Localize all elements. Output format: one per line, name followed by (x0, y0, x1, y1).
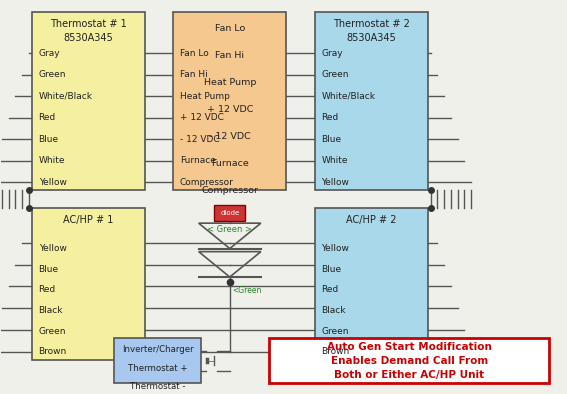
Text: White/Black: White/Black (39, 92, 92, 101)
Text: Furnace: Furnace (211, 159, 249, 168)
Bar (269, 338, 549, 383)
Text: Fan Hi: Fan Hi (215, 51, 244, 60)
Text: Green: Green (321, 327, 349, 336)
Text: Blue: Blue (39, 135, 59, 144)
Text: Green: Green (321, 71, 349, 79)
Text: Fan Lo: Fan Lo (215, 24, 245, 33)
Text: AC/HP # 2: AC/HP # 2 (346, 215, 396, 225)
Text: Inverter/Charger: Inverter/Charger (122, 345, 193, 354)
Bar (173, 12, 286, 190)
Bar (214, 205, 246, 221)
Text: Green: Green (39, 71, 66, 79)
Text: - 12 VDC: - 12 VDC (180, 135, 219, 144)
Text: < Green >: < Green > (208, 225, 252, 234)
Text: White/Black: White/Black (321, 92, 375, 101)
Text: + 12 VDC: + 12 VDC (206, 105, 253, 114)
Text: diode: diode (220, 210, 239, 216)
Text: Compressor: Compressor (180, 178, 234, 187)
Bar (315, 208, 428, 360)
Text: Yellow: Yellow (39, 178, 66, 187)
Text: Blue: Blue (39, 265, 59, 274)
Text: AC/HP # 1: AC/HP # 1 (63, 215, 113, 225)
Text: Yellow: Yellow (39, 244, 66, 253)
Text: Fan Hi: Fan Hi (180, 71, 208, 79)
Text: Furnace: Furnace (180, 156, 216, 165)
Bar (32, 208, 145, 360)
Text: Auto Gen Start Modification
Enables Demand Call From
Both or Either AC/HP Unit: Auto Gen Start Modification Enables Dema… (327, 342, 492, 380)
Text: Gray: Gray (321, 49, 343, 58)
Text: Green: Green (39, 327, 66, 336)
Text: White: White (321, 156, 348, 165)
Text: + 12 VDC: + 12 VDC (180, 113, 224, 122)
Bar (114, 338, 201, 383)
Text: Black: Black (321, 306, 346, 315)
Text: Red: Red (321, 113, 338, 122)
Text: Red: Red (39, 113, 56, 122)
Text: Thermostat -: Thermostat - (130, 383, 185, 391)
Bar (32, 12, 145, 190)
Text: Black: Black (39, 306, 63, 315)
Text: Blue: Blue (321, 135, 341, 144)
Text: White: White (39, 156, 65, 165)
Text: Yellow: Yellow (321, 244, 349, 253)
Text: <Green: <Green (232, 286, 262, 295)
Text: Red: Red (39, 285, 56, 294)
Text: Blue: Blue (321, 265, 341, 274)
Text: Thermostat # 1
8530A345: Thermostat # 1 8530A345 (50, 19, 127, 43)
Text: Thermostat # 2
8530A345: Thermostat # 2 8530A345 (333, 19, 409, 43)
Text: - 12 VDC: - 12 VDC (209, 132, 251, 141)
Text: Heat Pump: Heat Pump (180, 92, 230, 101)
Text: Compressor: Compressor (201, 186, 258, 195)
Text: Brown: Brown (321, 348, 350, 357)
Text: Yellow: Yellow (321, 178, 349, 187)
Text: Gray: Gray (39, 49, 60, 58)
Text: Heat Pump: Heat Pump (204, 78, 256, 87)
Text: Thermostat +: Thermostat + (128, 364, 188, 373)
Text: Red: Red (321, 285, 338, 294)
Bar (315, 12, 428, 190)
Text: Fan Lo: Fan Lo (180, 49, 209, 58)
Text: Brown: Brown (39, 348, 67, 357)
